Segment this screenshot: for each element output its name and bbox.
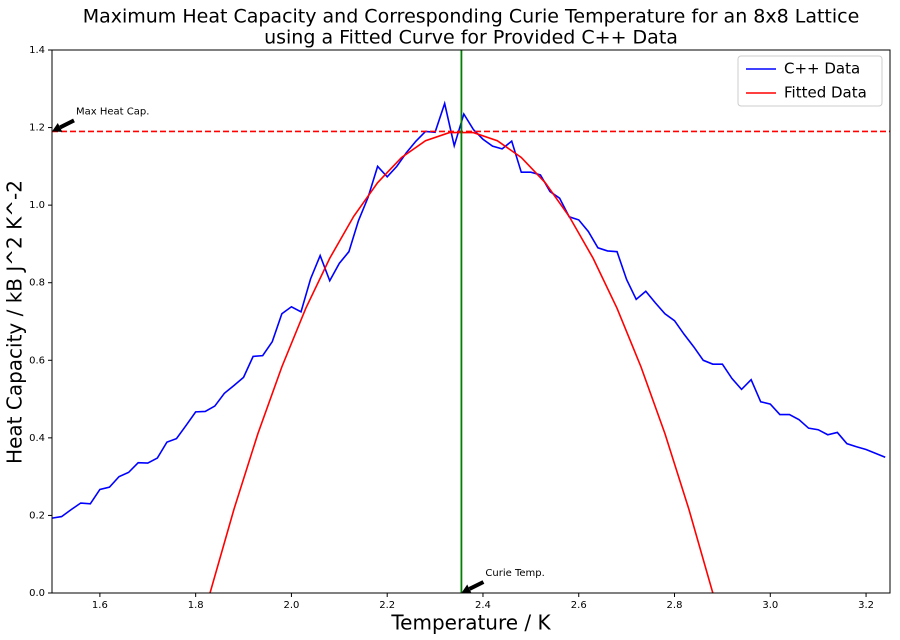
annotation-text: Max Heat Cap. [76, 106, 149, 117]
x-tick-label: 2.4 [475, 600, 491, 611]
y-tick-label: 0.4 [29, 433, 45, 444]
x-tick-label: 1.6 [92, 600, 108, 611]
x-tick-label: 2.8 [667, 600, 683, 611]
y-tick-label: 0.2 [29, 510, 45, 521]
annotation-arrowhead [52, 122, 63, 132]
y-tick-label: 0.6 [29, 355, 45, 366]
y-tick-label: 1.2 [29, 123, 45, 134]
annotation-text: Curie Temp. [485, 568, 544, 579]
annotation-arrow [468, 580, 485, 591]
x-tick-label: 2.6 [571, 600, 587, 611]
annotation-arrow [59, 118, 75, 130]
annotation-arrowhead [461, 584, 472, 594]
y-tick-label: 1.0 [29, 200, 45, 211]
legend: C++ Data Fitted Data [737, 55, 883, 107]
plot-area [52, 50, 890, 593]
x-tick-label: 3.0 [762, 600, 778, 611]
legend-label: C++ Data [784, 60, 860, 78]
legend-label: Fitted Data [784, 84, 867, 102]
chart-title: using a Fitted Curve for Provided C++ Da… [264, 27, 678, 49]
y-tick-label: 0.0 [29, 588, 45, 599]
series-line [52, 100, 886, 519]
x-tick-label: 2.2 [379, 600, 395, 611]
y-tick-label: 0.8 [29, 278, 45, 289]
chart-title: Maximum Heat Capacity and Corresponding … [83, 6, 860, 28]
x-tick-label: 1.8 [188, 600, 204, 611]
y-axis-label: Heat Capacity / kB J^2 K^-2 [3, 180, 27, 464]
x-tick-label: 2.0 [283, 600, 299, 611]
x-tick-label: 3.2 [858, 600, 874, 611]
y-tick-label: 1.4 [29, 45, 45, 56]
x-axis-label: Temperature / K [390, 611, 551, 635]
